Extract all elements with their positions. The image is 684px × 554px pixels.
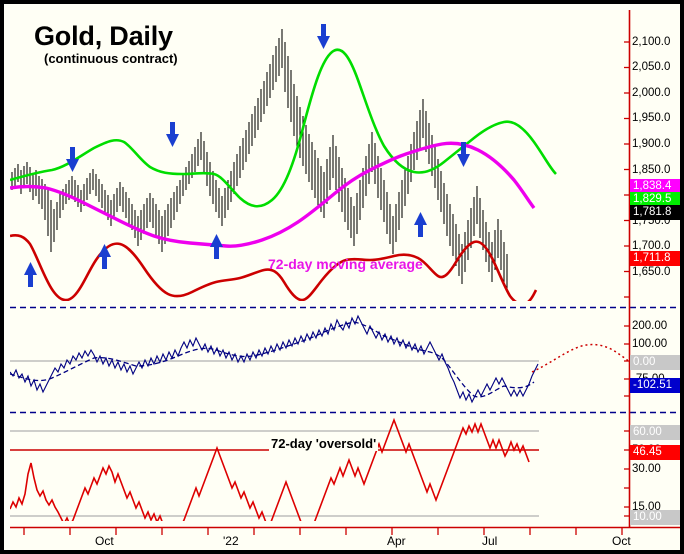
stochastic-tick: 30.00 xyxy=(632,463,661,475)
ma-value-badge[interactable]: 1,838.4 xyxy=(630,179,680,194)
price-tick: 2,000.0 xyxy=(632,87,671,99)
price-tick: 1,650.0 xyxy=(632,266,671,278)
momentum-panel xyxy=(10,314,628,404)
price-tick: 1,700.0 xyxy=(632,240,671,252)
upper-band-value-badge[interactable]: 1,829.5 xyxy=(630,192,680,207)
arrow-down-icon xyxy=(457,142,470,167)
stochastic-value-badge[interactable]: 46.45 xyxy=(630,445,680,460)
chart-canvas xyxy=(10,10,680,535)
momentum-value-badge[interactable]: -102.51 xyxy=(630,378,680,393)
time-label: Oct xyxy=(612,534,631,548)
price-panel xyxy=(10,29,557,301)
time-label: '22 xyxy=(223,534,239,548)
momentum-tick: 200.00 xyxy=(632,320,668,332)
arrow-down-icon xyxy=(166,122,179,147)
momentum-line xyxy=(10,314,539,404)
arrow-up-icon xyxy=(210,234,223,259)
arrow-up-icon xyxy=(414,212,427,237)
lower-band-line xyxy=(10,233,538,301)
price-axis-ticks xyxy=(624,41,630,298)
momentum-tick: 100.00 xyxy=(632,338,668,350)
page-title: Gold, Daily xyxy=(34,21,173,51)
price-tick: 1,850.0 xyxy=(632,164,671,176)
arrow-down-icon xyxy=(66,147,79,172)
upper-band-line xyxy=(10,48,557,208)
stochastic-axis-ticks xyxy=(624,430,630,517)
oversold-badge[interactable]: 10.00 xyxy=(630,510,680,525)
overbought-badge[interactable]: 60.00 xyxy=(630,425,680,440)
moving-average-annotation: 72-day moving average xyxy=(268,256,423,272)
price-tick: 2,050.0 xyxy=(632,61,671,73)
title-block: Gold, Daily (continuous contract) xyxy=(34,21,178,67)
time-label: Oct xyxy=(95,534,114,548)
time-label: Jul xyxy=(482,534,498,548)
price-tick: 1,950.0 xyxy=(632,112,671,124)
page-subtitle: (continuous contract) xyxy=(44,51,178,67)
time-label: Apr xyxy=(387,534,406,548)
projection-line xyxy=(531,343,628,373)
price-tick: 1,900.0 xyxy=(632,138,671,150)
momentum-zero-badge[interactable]: 0.00 xyxy=(630,355,680,370)
last-price-badge[interactable]: 1,781.8 xyxy=(630,205,680,220)
price-tick: 2,100.0 xyxy=(632,36,671,48)
lower-band-value-badge[interactable]: 1,711.8 xyxy=(630,251,680,266)
time-axis-ticks xyxy=(23,528,623,535)
arrow-up-icon xyxy=(24,262,37,287)
arrow-down-icon xyxy=(317,24,330,49)
moving-average-line xyxy=(10,141,536,248)
signal-arrows xyxy=(24,24,470,287)
stochastic-line xyxy=(10,417,530,521)
momentum-smoothed-line xyxy=(10,321,535,398)
right-price-scale[interactable]: 2,100.0 2,050.0 2,000.0 1,950.0 1,900.0 … xyxy=(630,4,684,550)
arrow-up-icon xyxy=(98,244,111,269)
momentum-axis-ticks xyxy=(624,325,630,397)
price-bars xyxy=(11,29,508,292)
oversold-annotation: 72-day 'oversold' xyxy=(269,436,379,451)
